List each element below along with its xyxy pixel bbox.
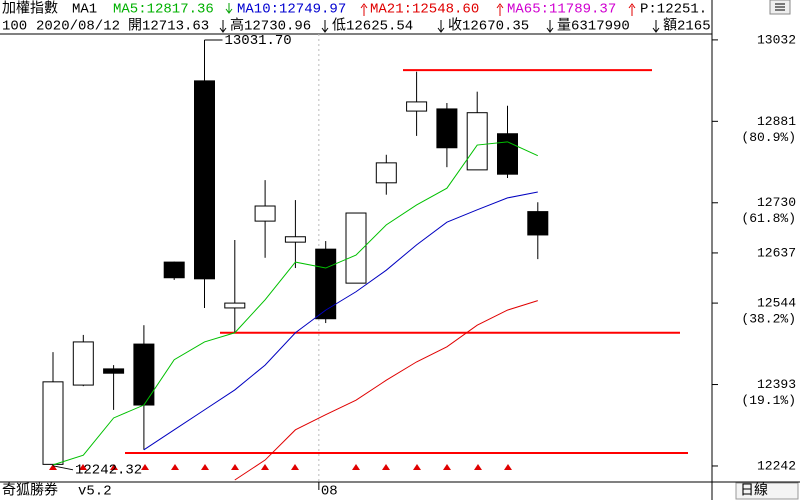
candle-body [315,248,337,320]
signals [49,464,512,470]
ma-line [143,191,538,451]
candle-body [527,211,549,236]
fib-label: (80.9%) [741,130,796,145]
app-name: 奇狐勝券 [2,482,58,500]
candle-body [375,162,397,184]
count: 100 [2,19,27,35]
interval-button[interactable] [735,482,799,500]
close: 收12670.35 [448,18,529,35]
candle-body [103,368,125,374]
index-name: 加權指數 [2,1,58,18]
interval: 日線 [740,483,768,500]
volume: 量6317990 [557,18,630,35]
menu-icon [775,3,785,11]
ma-line [52,141,539,466]
candle-body [224,302,246,309]
y-tick-label: 12393 [757,377,796,392]
arrow-up [628,3,636,16]
candle-body [284,236,306,243]
candle-body [436,108,458,149]
arrow-down [225,3,233,14]
candle-body [133,343,155,406]
arrow-down [219,20,227,33]
y-tick-label: 12637 [757,245,796,260]
annotation-leader [52,465,74,471]
candle-body [163,261,185,279]
date: 2020/08/12 [36,19,120,35]
fib-label: (19.1%) [741,393,796,408]
candle-body [497,133,518,175]
annotation: 12242.32 [75,463,142,479]
y-tick-label: 12881 [757,114,796,129]
ma65: MA65:11789.37 [507,2,616,18]
ma10: MA10:12749.97 [237,2,346,18]
y-tick-label: 12242 [757,458,796,473]
arrow-down [437,20,445,33]
arrow-up [496,3,504,16]
amount: 額2165 [663,18,711,35]
x-tick-label: 08 [321,484,338,500]
arrow-up [360,3,368,16]
ma21: MA21:12548.60 [370,2,479,18]
ma5: MA5:12817.36 [113,2,214,18]
candle-body [254,205,276,222]
y-axis: 13032 12881 12730 12637 12544 12393 12242 (80.9… [712,32,796,473]
annotation: 13031.70 [225,33,292,49]
y-tick-label: 12730 [757,195,796,210]
candle-body [406,101,428,112]
fib-label: (61.8%) [741,211,796,226]
fib-label: (38.2%) [741,312,796,327]
ma-line [234,300,538,481]
high: 高12730.96 [230,17,311,35]
candle-body [72,341,94,386]
candle-body [345,212,367,284]
candle-body [466,112,488,171]
low: 低12625.54 [332,18,413,35]
candle-body [194,80,215,280]
p-value: P:12251. [640,2,707,18]
app-version: v5.2 [78,484,112,500]
arrow-down [652,20,660,33]
arrow-down [546,20,554,33]
candle-body [42,381,64,465]
arrow-down [321,20,329,33]
y-tick-label: 12544 [757,296,796,311]
y-tick-label: 13032 [757,32,796,47]
open: 開12713.63 [128,19,209,35]
period: MA1 [72,2,97,18]
